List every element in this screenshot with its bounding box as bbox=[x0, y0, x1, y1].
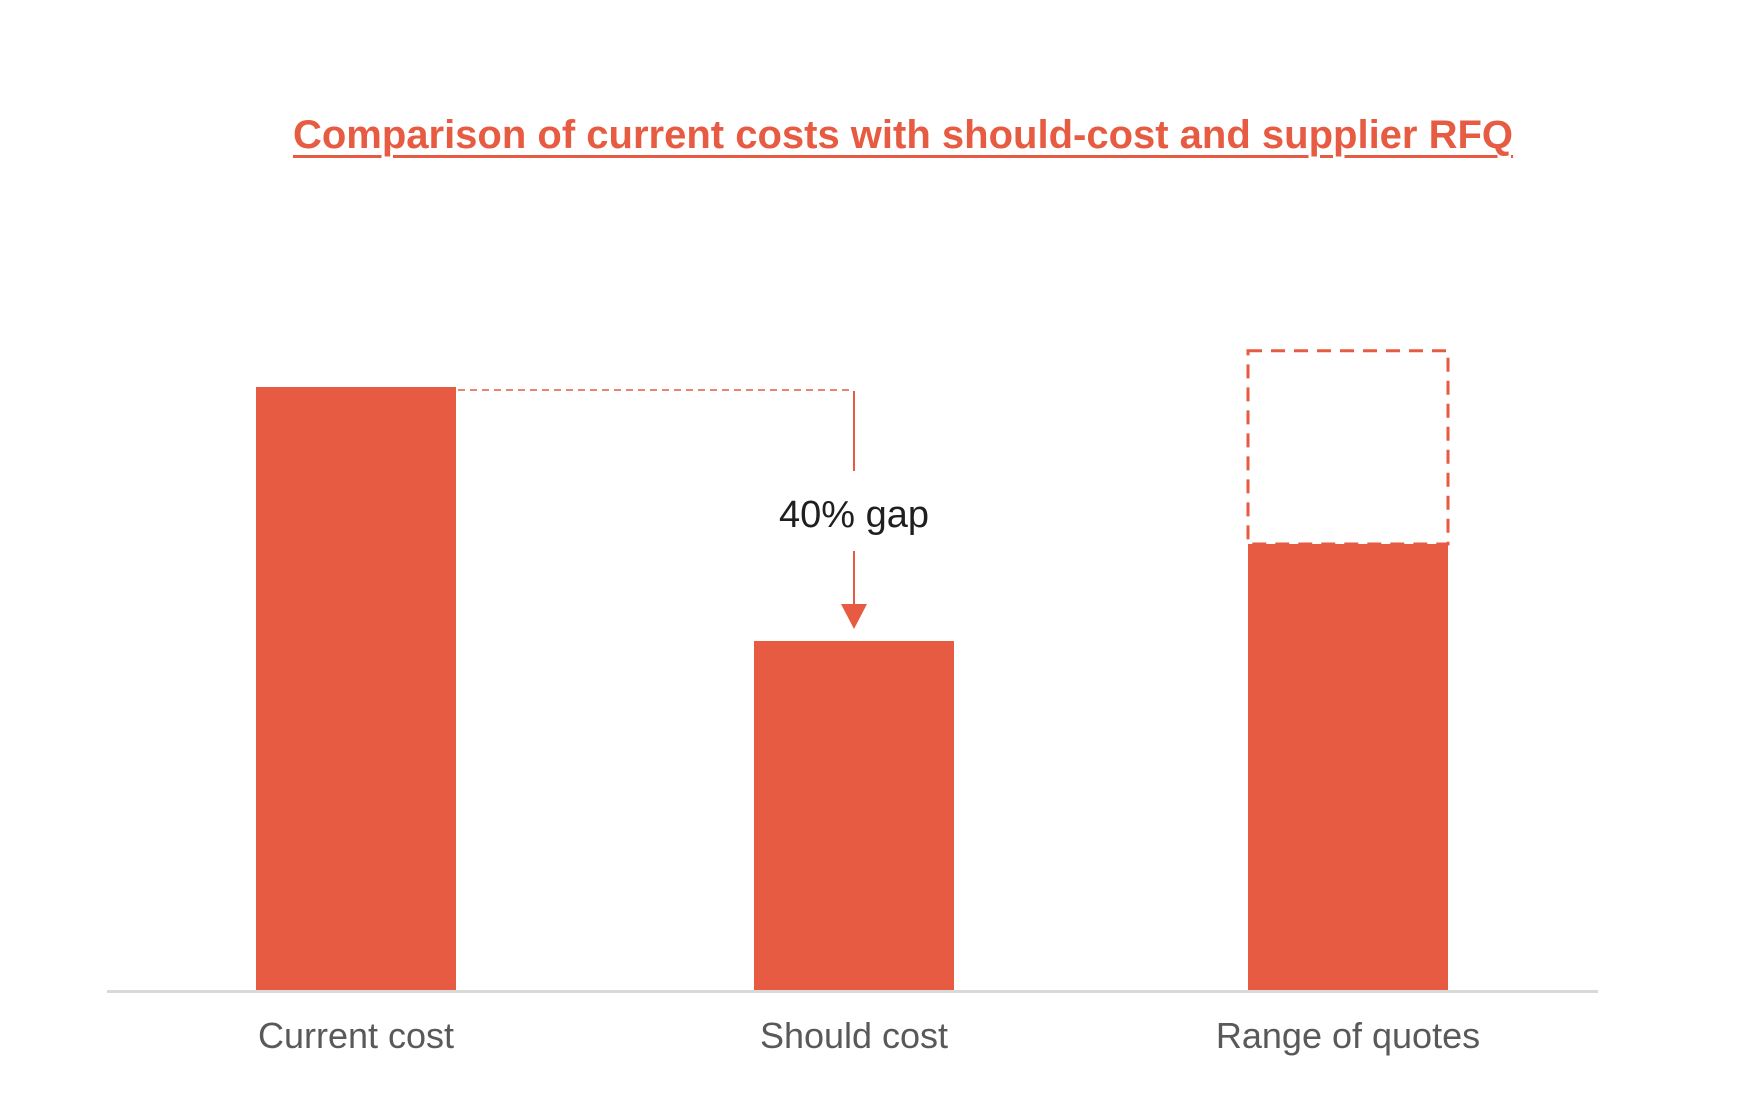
bar-current-cost bbox=[256, 387, 456, 991]
bar-range-of-quotes bbox=[1248, 544, 1448, 991]
axis-label-current-cost: Current cost bbox=[257, 1015, 455, 1056]
chart-title: Comparison of current costs with should-… bbox=[292, 113, 1514, 157]
axis-label-range-of-quotes: Range of quotes bbox=[1215, 1015, 1481, 1056]
axis-label-should-cost: Should cost bbox=[759, 1015, 949, 1056]
arrow-down-icon bbox=[841, 604, 867, 629]
quotes-range-dashed-box bbox=[1246, 349, 1450, 546]
bar-should-cost bbox=[754, 640, 954, 991]
gap-annotation: 40% gap bbox=[778, 494, 929, 536]
x-axis-line bbox=[107, 990, 1598, 993]
